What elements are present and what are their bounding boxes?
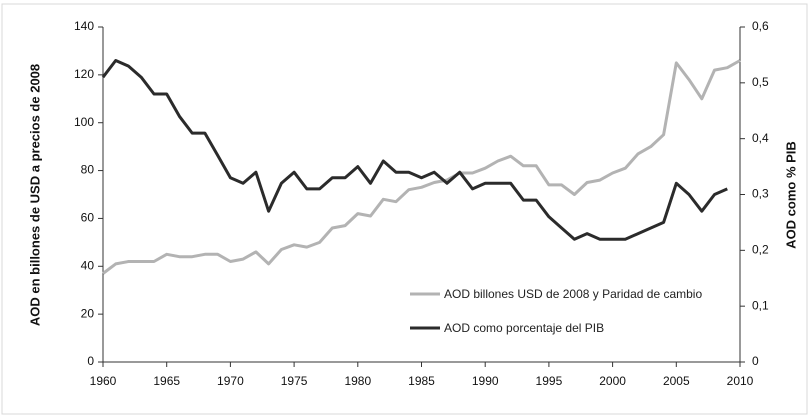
y2-tick-label: 0,1 (752, 298, 769, 312)
x-tick-label: 1970 (217, 374, 244, 388)
y2-tick-label: 0,2 (752, 243, 769, 257)
y-tick-label: 40 (81, 258, 95, 272)
legend-label: AOD billones USD de 2008 y Paridad de ca… (444, 287, 703, 301)
x-tick-label: 1960 (90, 374, 117, 388)
y-tick-label: 20 (81, 306, 95, 320)
y-tick-label: 80 (81, 163, 95, 177)
x-tick-label: 2005 (663, 374, 690, 388)
x-tick-label: 1965 (153, 374, 180, 388)
y2-tick-label: 0,3 (752, 187, 769, 201)
y-tick-label: 120 (74, 67, 94, 81)
x-tick-label: 2000 (599, 374, 626, 388)
frame (1, 3, 808, 415)
y2-tick-label: 0,5 (752, 75, 769, 89)
y-tick-label: 60 (81, 211, 95, 225)
series-line (101, 59, 728, 241)
y-tick-label: 100 (74, 115, 94, 129)
y-tick-label: 0 (87, 354, 94, 368)
y2-tick-label: 0 (752, 354, 759, 368)
y2-tick-label: 0,6 (752, 19, 769, 33)
x-tick-label: 1995 (536, 374, 563, 388)
legend-label: AOD como porcentaje del PIB (444, 321, 605, 335)
y2-tick-label: 0,4 (752, 131, 769, 145)
series-line (102, 59, 741, 275)
y-axis-title: AOD en billones de USD a precios de 2008 (27, 64, 42, 326)
x-tick-label: 2010 (727, 374, 754, 388)
x-tick-label: 1990 (472, 374, 499, 388)
y2-axis-title: AOD como % PIB (783, 141, 798, 249)
y-tick-label: 140 (74, 19, 94, 33)
x-tick-label: 1980 (344, 374, 371, 388)
x-tick-label: 1975 (281, 374, 308, 388)
x-tick-label: 1985 (408, 374, 435, 388)
